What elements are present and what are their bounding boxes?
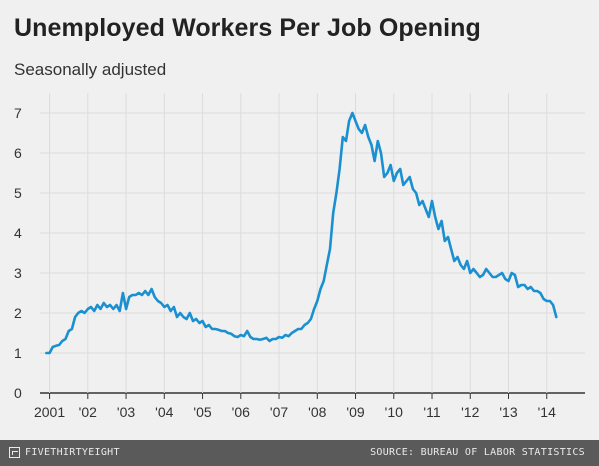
x-tick-label: '02 xyxy=(79,404,97,420)
fivethirtyeight-logo-icon xyxy=(9,447,20,458)
y-tick-label: 7 xyxy=(14,105,22,121)
chart-title: Unemployed Workers Per Job Opening xyxy=(14,14,481,42)
series-layer xyxy=(45,111,558,355)
x-tick-label: '14 xyxy=(538,404,556,420)
brand-name: FIVETHIRTYEIGHT xyxy=(25,447,120,458)
grid-layer xyxy=(40,93,585,399)
x-tick-label: '08 xyxy=(308,404,326,420)
y-tick-label: 4 xyxy=(14,225,22,241)
series-line xyxy=(45,111,558,355)
y-tick-label: 1 xyxy=(14,345,22,361)
y-tick-label: 3 xyxy=(14,265,22,281)
tick-label-layer: 0 1 2 3 4 5 6 7 2001 '02 '03 '04 '05 '06 '07 '08 '09 '10 '… xyxy=(14,105,556,420)
source-note: SOURCE: BUREAU OF LABOR STATISTICS xyxy=(370,447,585,458)
x-tick-label: '07 xyxy=(270,404,288,420)
brand-logo: FIVETHIRTYEIGHT xyxy=(9,447,120,458)
y-tick-label: 6 xyxy=(14,145,22,161)
x-tick-label: '12 xyxy=(461,404,479,420)
x-tick-label: '03 xyxy=(117,404,135,420)
line-chart: 0 1 2 3 4 5 6 7 2001 '02 '03 '04 '05 '06 '07 '08 '09 '10 '… xyxy=(14,93,585,420)
footer-bar: FIVETHIRTYEIGHT SOURCE: BUREAU OF LABOR … xyxy=(0,440,599,466)
x-tick-label: '04 xyxy=(155,404,173,420)
x-tick-label: '09 xyxy=(346,404,364,420)
x-tick-label: 2001 xyxy=(34,404,65,420)
y-tick-label: 2 xyxy=(14,305,22,321)
x-tick-label: '05 xyxy=(193,404,211,420)
x-tick-label: '10 xyxy=(385,404,403,420)
x-tick-label: '06 xyxy=(232,404,250,420)
chart-subtitle: Seasonally adjusted xyxy=(14,60,167,79)
y-tick-label: 5 xyxy=(14,185,22,201)
x-tick-label: '13 xyxy=(499,404,517,420)
y-tick-label: 0 xyxy=(14,385,22,401)
x-tick-label: '11 xyxy=(423,404,440,420)
